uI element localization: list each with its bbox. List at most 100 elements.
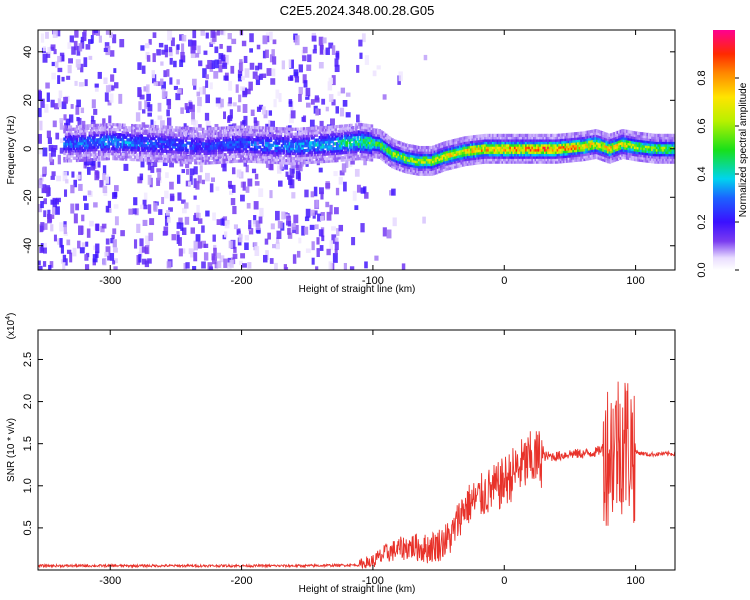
- heatmap-cell: [328, 154, 331, 158]
- heatmap-cell: [387, 155, 391, 159]
- heatmap-cell: [356, 147, 360, 151]
- heatmap-cell: [447, 157, 451, 161]
- heatmap-cell: [131, 123, 134, 128]
- heatmap-cell: [438, 165, 441, 169]
- heatmap-cell: [512, 136, 516, 140]
- heatmap-cell: [575, 156, 579, 160]
- heatmap-cell: [419, 170, 423, 174]
- heatmap-cell: [526, 148, 530, 152]
- heatmap-speck: [318, 229, 324, 237]
- heatmap-cell: [135, 155, 139, 159]
- heatmap-cell: [167, 142, 170, 146]
- heatmap-cell: [402, 169, 405, 173]
- heatmap-cell: [397, 140, 400, 145]
- heatmap-cell: [186, 126, 189, 131]
- heatmap-cell: [523, 158, 527, 162]
- heatmap-cell: [129, 126, 133, 130]
- heatmap-cell: [480, 143, 484, 148]
- heatmap-cell: [525, 150, 528, 155]
- heatmap-cell: [170, 152, 174, 156]
- heatmap-cell: [539, 158, 542, 162]
- heatmap-cell: [135, 138, 139, 142]
- heatmap-cell: [438, 160, 441, 164]
- heatmap-cell: [561, 143, 564, 147]
- heatmap-cell: [142, 139, 145, 143]
- heatmap-cell: [529, 136, 533, 140]
- heatmap-cell: [361, 128, 364, 132]
- heatmap-cell: [428, 153, 432, 157]
- heatmap-speck: [151, 70, 155, 79]
- heatmap-cell: [71, 154, 74, 158]
- heatmap-cell: [197, 144, 200, 148]
- heatmap-cell: [168, 157, 172, 161]
- heatmap-cell: [250, 150, 254, 154]
- heatmap-cell: [416, 169, 419, 174]
- heatmap-cell: [495, 145, 498, 150]
- heatmap-cell: [525, 136, 528, 140]
- heatmap-cell: [375, 143, 378, 147]
- heatmap-cell: [72, 127, 76, 131]
- heatmap-cell: [255, 126, 259, 130]
- heatmap-cell: [138, 153, 142, 157]
- heatmap-speck: [343, 146, 348, 152]
- heatmap-cell: [589, 134, 593, 139]
- heatmap-speck: [276, 230, 282, 239]
- heatmap-cell: [112, 123, 115, 127]
- heatmap-cell: [391, 152, 394, 157]
- heatmap-cell: [123, 140, 126, 144]
- heatmap-cell: [135, 148, 139, 152]
- heatmap-speck: [109, 50, 115, 57]
- heatmap-cell: [227, 148, 230, 152]
- heatmap-cell: [569, 152, 572, 156]
- heatmap-cell: [356, 132, 360, 137]
- heatmap-cell: [162, 156, 166, 161]
- heatmap-cell: [205, 129, 208, 134]
- heatmap-cell: [159, 159, 163, 163]
- heatmap-cell: [137, 136, 140, 140]
- heatmap-cell: [449, 139, 453, 144]
- heatmap-cell: [449, 142, 453, 146]
- heatmap-speck: [320, 191, 324, 200]
- heatmap-cell: [578, 158, 582, 162]
- heatmap-cell: [320, 138, 323, 142]
- heatmap-cell: [277, 153, 281, 157]
- heatmap-cell: [441, 149, 445, 153]
- heatmap-cell: [521, 133, 525, 138]
- heatmap-cell: [380, 147, 383, 151]
- heatmap-cell: [417, 160, 421, 164]
- heatmap-cell: [208, 146, 211, 150]
- heatmap-cell: [239, 156, 243, 161]
- heatmap-cell: [260, 140, 263, 145]
- heatmap-cell: [132, 153, 136, 157]
- heatmap-cell: [556, 145, 560, 150]
- heatmap-cell: [208, 144, 211, 148]
- spectrogram-heatmap: [38, 30, 675, 270]
- heatmap-speck: [98, 35, 102, 43]
- heatmap-cell: [370, 136, 374, 140]
- heatmap-speck: [311, 35, 317, 42]
- heatmap-cell: [398, 146, 402, 150]
- heatmap-cell: [288, 154, 292, 158]
- heatmap-cell: [439, 164, 443, 168]
- heatmap-cell: [564, 137, 568, 142]
- heatmap-cell: [247, 130, 251, 134]
- heatmap-cell: [82, 153, 85, 157]
- heatmap-speck: [298, 86, 303, 95]
- heatmap-cell: [82, 131, 85, 136]
- heatmap-speck: [236, 169, 242, 178]
- heatmap-cell: [90, 138, 93, 142]
- heatmap-cell: [159, 156, 163, 160]
- heatmap-speck: [74, 30, 79, 38]
- heatmap-cell: [283, 137, 287, 141]
- heatmap-cell: [365, 145, 369, 149]
- heatmap-cell: [507, 150, 511, 155]
- heatmap-speck: [302, 55, 307, 62]
- heatmap-cell: [417, 172, 421, 176]
- heatmap-cell: [244, 147, 248, 151]
- heatmap-cell: [509, 160, 512, 164]
- heatmap-cell: [315, 126, 319, 130]
- heatmap-cell: [153, 156, 156, 160]
- heatmap-cell: [277, 151, 281, 155]
- heatmap-cell: [274, 141, 278, 145]
- heatmap-cell: [465, 150, 468, 154]
